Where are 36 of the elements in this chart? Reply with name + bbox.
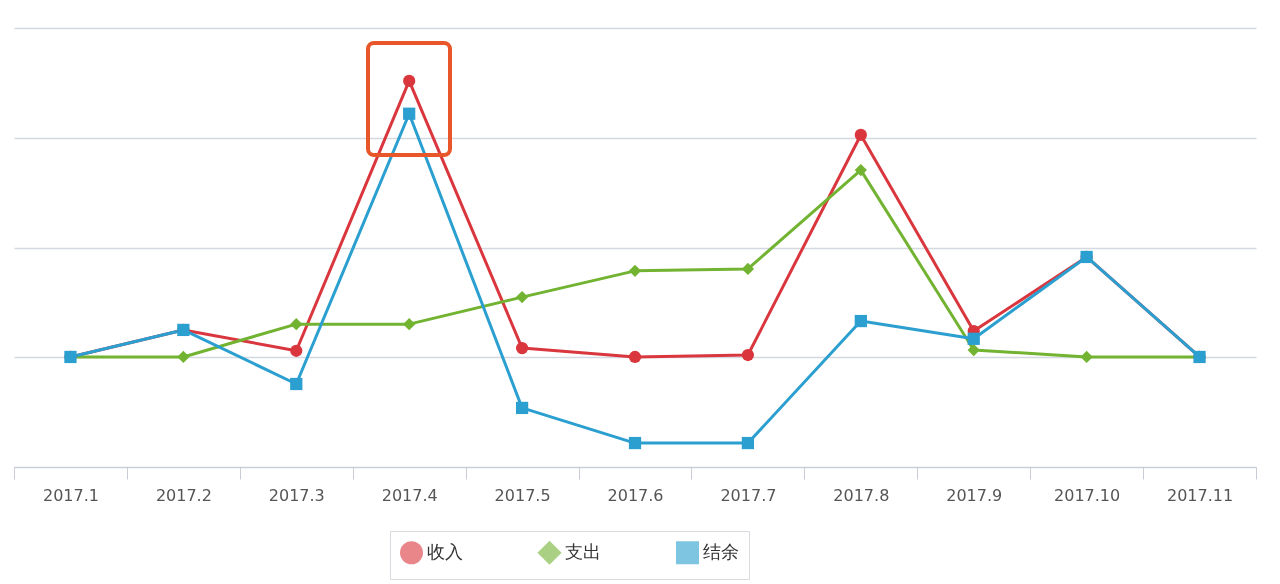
x-tick-label: 2017.7 xyxy=(720,485,777,505)
point xyxy=(177,350,190,364)
x-tick-label: 2017.4 xyxy=(381,485,438,505)
point xyxy=(854,314,867,328)
point xyxy=(515,401,529,415)
point xyxy=(741,262,755,276)
point xyxy=(1080,350,1093,364)
point xyxy=(290,318,303,331)
legend-label: 结余 xyxy=(703,540,739,562)
legend-label: 收入 xyxy=(427,540,463,562)
point xyxy=(967,343,980,357)
point xyxy=(403,107,416,120)
x-tick-label: 2017.8 xyxy=(833,485,890,505)
point xyxy=(290,344,303,357)
point xyxy=(967,332,980,345)
point xyxy=(741,436,755,450)
x-tick-label: 2017.3 xyxy=(268,485,325,505)
point xyxy=(628,264,642,277)
point xyxy=(403,74,416,88)
x-tick-label: 2017.2 xyxy=(155,485,212,505)
point xyxy=(854,163,867,177)
point xyxy=(515,341,529,355)
point xyxy=(854,128,867,142)
x-tick-label: 2017.6 xyxy=(607,485,664,505)
x-tick-label: 2017.5 xyxy=(494,485,551,505)
point xyxy=(741,348,755,362)
x-tick-label: 2017.1 xyxy=(42,485,99,505)
point xyxy=(290,377,303,391)
legend-label: 支出 xyxy=(565,540,601,562)
x-tick-label: 2017.10 xyxy=(1054,485,1121,505)
point xyxy=(628,436,642,450)
point xyxy=(628,350,642,364)
point xyxy=(515,290,529,304)
x-tick-label: 2017.11 xyxy=(1166,485,1234,505)
x-tick-label: 2017.9 xyxy=(946,485,1003,505)
point xyxy=(403,318,416,331)
